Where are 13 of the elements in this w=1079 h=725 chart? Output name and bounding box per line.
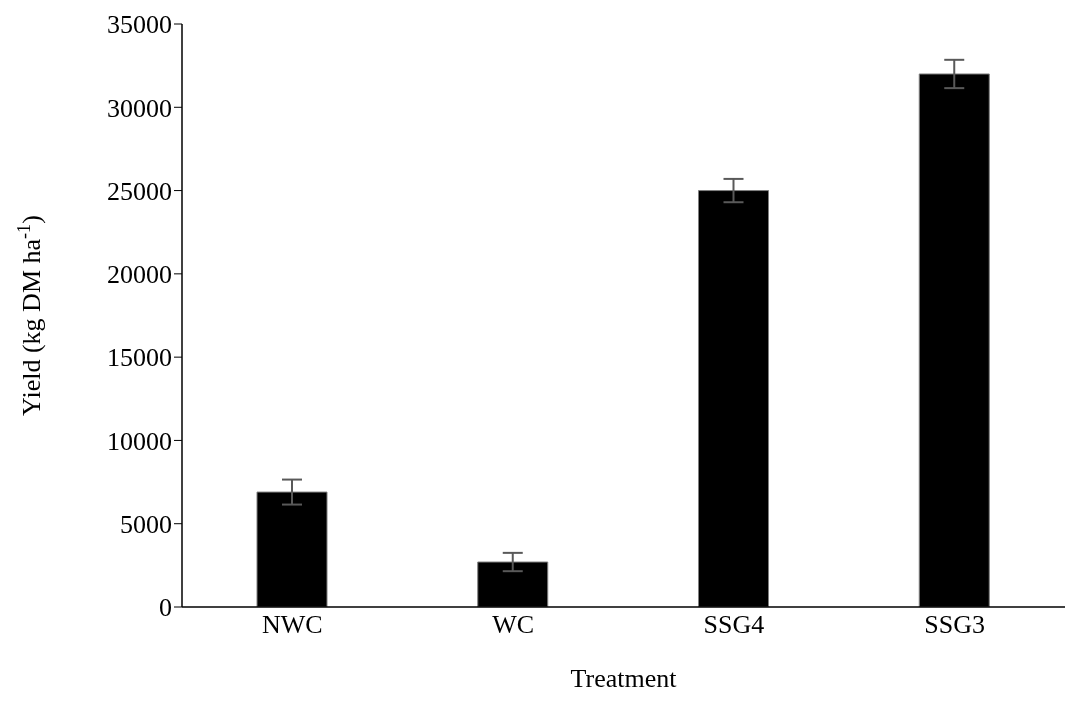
x-tick-label: SSG4 — [703, 610, 765, 640]
y-tick-label: 5000 — [120, 509, 172, 539]
y-tick-label: 25000 — [107, 176, 172, 206]
x-tick-label: NWC — [262, 610, 323, 640]
y-tick-label: 35000 — [107, 10, 172, 40]
x-axis-title: Treatment — [570, 664, 678, 693]
y-tick-label: 0 — [159, 593, 172, 623]
y-tick-label: 30000 — [107, 93, 172, 123]
y-tick-label: 15000 — [107, 343, 172, 373]
x-tick-label: WC — [492, 610, 535, 640]
x-tick-label: SSG3 — [924, 610, 985, 640]
y-tick-label: 10000 — [107, 426, 172, 456]
y-tick-label: 20000 — [107, 260, 172, 290]
